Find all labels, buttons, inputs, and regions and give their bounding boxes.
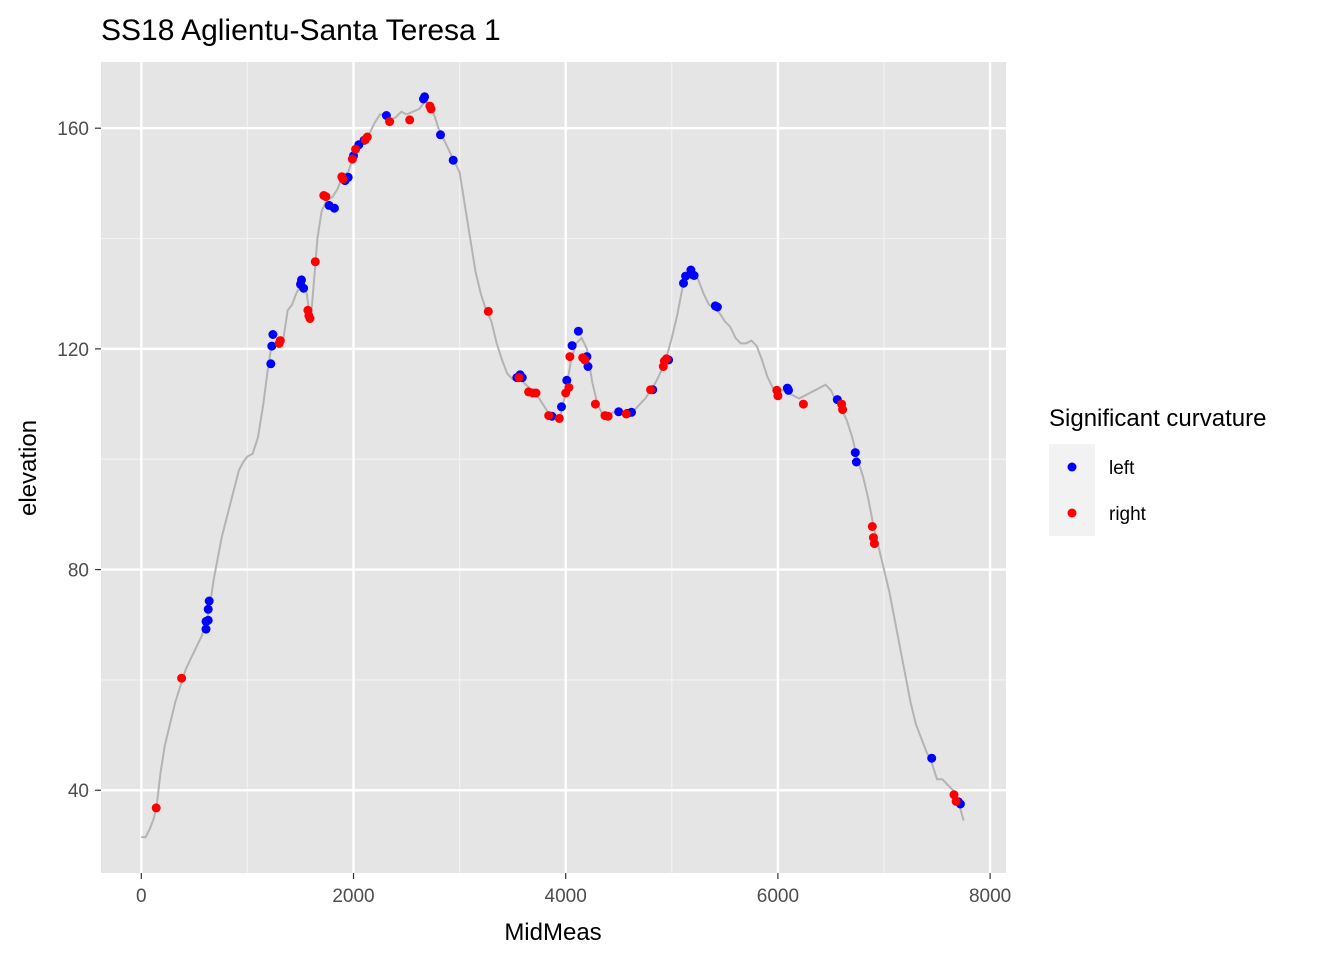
- point-right: [838, 405, 848, 415]
- point-right: [564, 383, 574, 392]
- point-left: [679, 278, 688, 288]
- point-right: [590, 399, 600, 409]
- point-left: [266, 359, 276, 369]
- point-left: [573, 326, 583, 336]
- legend-label-right: right: [1109, 504, 1147, 525]
- point-right: [151, 803, 161, 813]
- point-left: [850, 448, 860, 458]
- point-right: [603, 411, 613, 421]
- curvature-points: [151, 92, 965, 813]
- point-right: [275, 336, 285, 346]
- legend-label-left: left: [1109, 458, 1135, 479]
- point-left: [201, 624, 211, 634]
- x-tick-label: 0: [136, 886, 147, 907]
- y-tick-label: 80: [68, 561, 89, 582]
- point-left: [329, 203, 339, 213]
- point-right: [951, 796, 961, 806]
- point-left: [614, 407, 624, 417]
- point-right: [483, 306, 493, 316]
- point-right: [867, 522, 877, 531]
- point-right: [310, 257, 320, 267]
- point-left: [927, 753, 937, 763]
- point-right: [531, 388, 541, 398]
- point-right: [646, 385, 656, 395]
- point-right: [405, 115, 415, 125]
- point-right: [351, 144, 361, 154]
- point-left: [436, 130, 445, 140]
- point-left: [203, 615, 213, 625]
- y-axis: 40 80 120 160: [57, 119, 101, 802]
- legend-key-left-dot: [1067, 462, 1077, 472]
- point-left: [420, 92, 430, 102]
- point-right: [321, 192, 331, 202]
- x-axis-title: MidMeas: [504, 919, 601, 946]
- point-left: [448, 155, 458, 165]
- point-left: [268, 330, 278, 339]
- point-left: [567, 341, 577, 351]
- y-tick-label: 120: [57, 340, 89, 361]
- x-axis: 0 2000 4000 6000 8000: [136, 873, 1011, 907]
- point-left: [557, 402, 566, 412]
- legend-title: Significant curvature: [1049, 405, 1266, 432]
- point-left: [299, 283, 309, 293]
- point-right: [773, 391, 783, 401]
- point-right: [554, 413, 564, 423]
- point-right: [514, 373, 524, 383]
- point-left: [203, 604, 213, 614]
- x-tick-label: 8000: [969, 886, 1011, 907]
- point-left: [204, 596, 214, 606]
- x-tick-label: 4000: [545, 886, 587, 907]
- point-right: [565, 352, 575, 362]
- x-tick-label: 6000: [757, 886, 799, 907]
- y-tick-label: 160: [57, 119, 89, 140]
- point-right: [338, 174, 348, 184]
- legend: Significant curvature left right: [1049, 405, 1266, 536]
- y-tick-label: 40: [68, 781, 89, 802]
- chart-title: SS18 Aglientu-Santa Teresa 1: [101, 14, 501, 47]
- point-left: [297, 275, 306, 285]
- y-axis-title: elevation: [15, 420, 42, 516]
- point-left: [784, 385, 793, 395]
- point-right: [621, 409, 631, 419]
- point-left: [267, 341, 277, 351]
- point-right: [798, 399, 808, 409]
- point-left: [562, 375, 572, 385]
- point-right: [426, 104, 436, 114]
- point-right: [362, 132, 372, 142]
- x-tick-label: 2000: [332, 886, 374, 907]
- legend-key-right-dot: [1067, 508, 1077, 518]
- point-right: [347, 154, 357, 164]
- point-right: [305, 314, 315, 323]
- point-left: [689, 271, 699, 280]
- point-right: [580, 355, 590, 365]
- point-left: [712, 302, 722, 312]
- point-right: [869, 539, 879, 549]
- major-gridlines: [101, 62, 1006, 873]
- point-right: [662, 354, 671, 364]
- point-right: [177, 673, 187, 683]
- plot-panel: [101, 62, 1006, 873]
- point-right: [385, 117, 395, 127]
- point-right: [544, 411, 554, 421]
- minor-gridlines: [101, 62, 1006, 873]
- point-left: [851, 457, 861, 467]
